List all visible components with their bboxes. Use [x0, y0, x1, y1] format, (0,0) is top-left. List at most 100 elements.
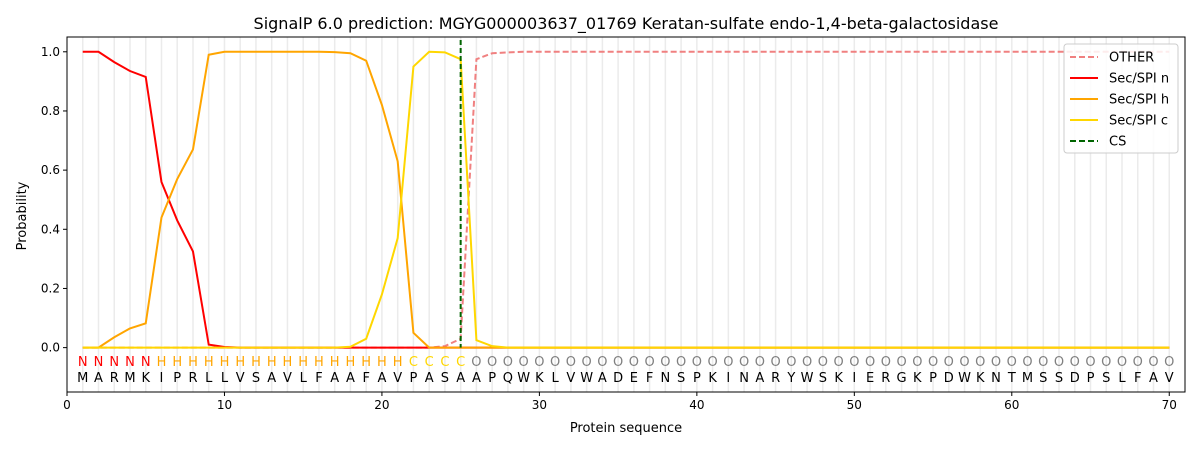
region-label: N [94, 355, 104, 370]
series-line-0 [82, 50, 1170, 349]
region-label: H [298, 355, 308, 370]
region-label: N [125, 355, 135, 370]
region-label: H [267, 355, 277, 370]
region-label: O [881, 355, 891, 370]
region-label: O [692, 355, 702, 370]
region-label: O [928, 355, 938, 370]
legend-entry: Sec/SPI n [1109, 72, 1169, 87]
x-tick-label: 10 [217, 398, 232, 412]
region-label: O [944, 355, 954, 370]
region-label: O [1148, 355, 1158, 370]
region-label: O [1038, 355, 1048, 370]
region-label: O [786, 355, 796, 370]
region-label: O [519, 355, 529, 370]
region-label: H [157, 355, 167, 370]
region-label: N [109, 355, 119, 370]
region-label: H [188, 355, 198, 370]
region-label: O [991, 355, 1001, 370]
y-tick-label: 0.2 [41, 281, 60, 295]
x-tick-label: 40 [689, 398, 704, 412]
x-axis-label: Protein sequence [570, 421, 682, 436]
legend-entry: OTHER [1109, 51, 1154, 66]
region-label: O [487, 355, 497, 370]
region-label: H [204, 355, 214, 370]
region-label: O [676, 355, 686, 370]
region-label: O [896, 355, 906, 370]
legend-entry: CS [1109, 135, 1126, 150]
region-label: H [251, 355, 261, 370]
series-line-1 [82, 50, 1170, 349]
region-label: H [283, 355, 293, 370]
region-label: O [629, 355, 639, 370]
region-label: N [78, 355, 88, 370]
region-label: H [377, 355, 387, 370]
x-tick-label: 20 [374, 398, 389, 412]
region-label: O [534, 355, 544, 370]
x-tick-label: 70 [1162, 398, 1177, 412]
legend-box [1063, 43, 1179, 154]
region-label: O [849, 355, 859, 370]
region-label: H [220, 355, 230, 370]
region-label: H [172, 355, 182, 370]
region-label: O [1054, 355, 1064, 370]
region-label: O [865, 355, 875, 370]
chart-title: SignalP 6.0 prediction: MGYG000003637_01… [254, 14, 999, 34]
legend-entry: Sec/SPI h [1109, 93, 1169, 108]
region-label: O [755, 355, 765, 370]
region-label: H [346, 355, 356, 370]
region-label: H [330, 355, 340, 370]
region-label: H [314, 355, 324, 370]
region-label: O [503, 355, 513, 370]
series-line-3 [82, 50, 1170, 349]
region-label: O [818, 355, 828, 370]
region-label: C [409, 355, 418, 370]
region-label: O [1022, 355, 1032, 370]
region-label: O [471, 355, 481, 370]
region-label: O [1070, 355, 1080, 370]
y-tick-label: 0.6 [41, 163, 60, 177]
region-label: O [1085, 355, 1095, 370]
region-label: O [645, 355, 655, 370]
region-label: O [770, 355, 780, 370]
region-label: O [723, 355, 733, 370]
region-label: O [597, 355, 607, 370]
sequence-residues: MARMKIPRLLVSAVLFAAFAVPASAAPQWKLVWADEFNSP… [77, 371, 1174, 386]
region-label: O [566, 355, 576, 370]
y-tick-label: 1.0 [41, 45, 60, 59]
region-label: O [975, 355, 985, 370]
y-tick-label: 0.4 [41, 222, 60, 236]
region-label: O [1164, 355, 1174, 370]
region-label: O [833, 355, 843, 370]
series-line-2 [82, 50, 1170, 349]
plot-frame [66, 36, 1186, 393]
region-label: C [440, 355, 449, 370]
region-label: O [739, 355, 749, 370]
region-label: H [361, 355, 371, 370]
region-label: O [707, 355, 717, 370]
region-label: H [393, 355, 403, 370]
y-tick-label: 0.8 [41, 104, 60, 118]
region-label: C [425, 355, 434, 370]
x-tick-label: 60 [1004, 398, 1019, 412]
region-label: O [1101, 355, 1111, 370]
region-label: O [613, 355, 623, 370]
y-tick-label: 0.0 [41, 341, 60, 355]
x-tick-label: 0 [63, 398, 71, 412]
region-label: O [959, 355, 969, 370]
region-label: O [802, 355, 812, 370]
region-label: O [1007, 355, 1017, 370]
region-label: O [1117, 355, 1127, 370]
y-axis-label: Probability [15, 181, 30, 250]
region-label: C [456, 355, 465, 370]
legend-entry: Sec/SPI c [1109, 114, 1168, 129]
region-label: O [550, 355, 560, 370]
region-label: N [141, 355, 151, 370]
region-label: O [660, 355, 670, 370]
x-tick-label: 30 [532, 398, 547, 412]
region-label: H [235, 355, 245, 370]
x-tick-label: 50 [847, 398, 862, 412]
region-label: O [582, 355, 592, 370]
region-label: O [912, 355, 922, 370]
region-label: O [1133, 355, 1143, 370]
